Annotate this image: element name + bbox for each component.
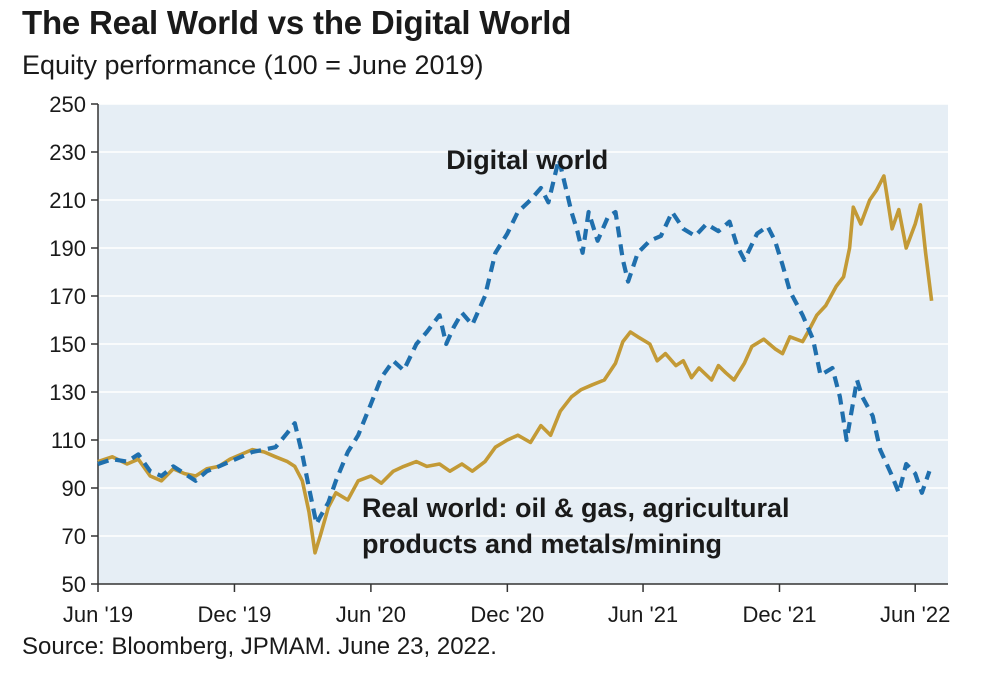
grid-lines (98, 103, 948, 537)
x-tick-label: Jun '20 (336, 602, 406, 627)
annotation-label-1: Digital world (446, 145, 608, 175)
chart-subtitle: Equity performance (100 = June 2019) (22, 50, 484, 80)
y-tick-label: 170 (49, 284, 86, 309)
chart-title: The Real World vs the Digital World (22, 4, 572, 41)
tick-labels: 50 70 90 110 130 150 170 190 210 230 250 Jun '19 Dec… (49, 92, 950, 627)
y-tick-label: 210 (49, 188, 86, 213)
x-tick-label: Jun '21 (608, 602, 678, 627)
y-tick-label: 230 (49, 140, 86, 165)
y-tick-label: 130 (49, 380, 86, 405)
real-world-series-line (97, 174, 934, 555)
series-layer (97, 157, 934, 555)
y-tick-label: 50 (62, 572, 86, 597)
x-tick-label: Jun '22 (880, 602, 950, 627)
y-tick-label: 90 (62, 476, 86, 501)
y-tick-label: 70 (62, 524, 86, 549)
x-tick-label: Dec '20 (470, 602, 544, 627)
annotation-label-3: products and metals/mining (362, 529, 722, 559)
y-tick-label: 250 (49, 92, 86, 117)
y-tick-label: 150 (49, 332, 86, 357)
y-tick-label: 110 (51, 428, 86, 453)
digital-world-series-line (97, 157, 932, 527)
annotation-label-2: Real world: oil & gas, agricultural (362, 493, 790, 523)
x-tick-label: Jun '19 (63, 602, 133, 627)
x-tick-label: Dec '21 (743, 602, 817, 627)
source-note: Source: Bloomberg, JPMAM. June 23, 2022. (22, 633, 497, 660)
x-tick-label: Dec '19 (197, 602, 271, 627)
y-tick-label: 190 (49, 236, 86, 261)
annotations: Digital world Real world: oil & gas, agri… (362, 145, 790, 559)
axes (91, 103, 948, 592)
